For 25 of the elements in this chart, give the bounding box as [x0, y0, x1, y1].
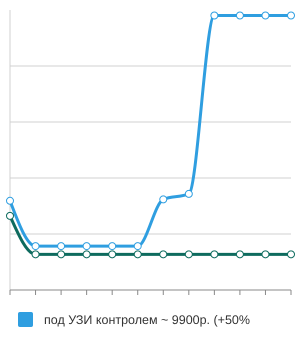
point: [6, 212, 14, 220]
point: [210, 250, 218, 258]
point: [82, 250, 91, 258]
point: [184, 250, 193, 258]
point: [108, 250, 116, 258]
point: [57, 250, 66, 258]
point: [159, 250, 168, 258]
point: [261, 250, 270, 258]
point: [210, 11, 218, 20]
legend-label: под УЗИ контролем ~ 9900р. (+50%: [44, 312, 250, 326]
point: [236, 11, 244, 20]
point: [287, 250, 295, 258]
point: [134, 242, 142, 250]
point: [287, 11, 295, 20]
point: [134, 250, 142, 258]
point: [32, 242, 40, 250]
point: [236, 250, 244, 258]
point: [57, 242, 66, 250]
point: [159, 195, 168, 204]
point: [6, 196, 14, 205]
point: [82, 242, 91, 250]
point: [32, 250, 40, 258]
point: [184, 190, 193, 198]
point: [108, 242, 116, 250]
point: [261, 11, 270, 20]
